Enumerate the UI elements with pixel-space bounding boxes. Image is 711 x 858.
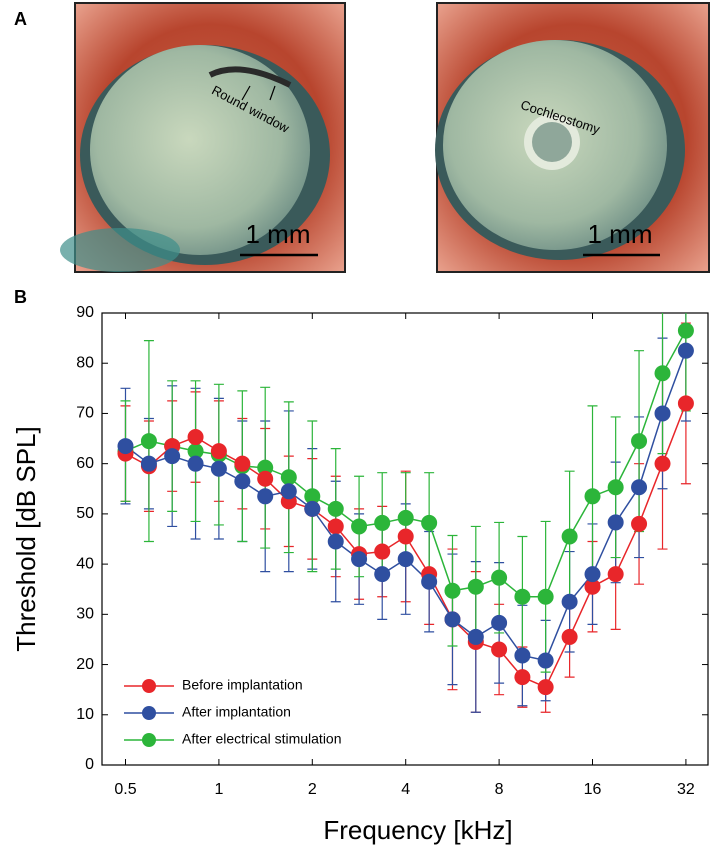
marker bbox=[140, 433, 157, 450]
scale-bar-label: 1 mm bbox=[246, 219, 311, 249]
x-tick-label: 32 bbox=[677, 781, 695, 798]
marker bbox=[397, 551, 414, 568]
y-tick-label: 60 bbox=[76, 455, 94, 472]
marker bbox=[351, 518, 368, 535]
photo: Cochleostomy 1 mm bbox=[435, 2, 710, 273]
marker bbox=[280, 483, 297, 500]
legend-label: Before implantation bbox=[182, 677, 303, 693]
x-tick-label: 1 bbox=[214, 781, 223, 798]
x-tick-label: 0.5 bbox=[114, 781, 136, 798]
legend-label: After electrical stimulation bbox=[182, 731, 342, 747]
marker bbox=[444, 611, 461, 628]
y-axis-title: Threshold [dB SPL] bbox=[11, 426, 41, 651]
marker bbox=[397, 509, 414, 526]
x-tick-label: 4 bbox=[401, 781, 410, 798]
marker bbox=[421, 573, 438, 590]
x-tick-label: 16 bbox=[584, 781, 602, 798]
marker bbox=[491, 641, 508, 658]
marker bbox=[327, 500, 344, 517]
x-tick-label: 8 bbox=[495, 781, 504, 798]
marker bbox=[117, 438, 134, 455]
marker bbox=[537, 652, 554, 669]
marker bbox=[491, 569, 508, 586]
marker bbox=[561, 628, 578, 645]
marker bbox=[421, 514, 438, 531]
marker bbox=[584, 578, 601, 595]
plot-frame bbox=[101, 312, 709, 766]
marker bbox=[514, 588, 531, 605]
legend-marker bbox=[142, 679, 156, 693]
marker bbox=[584, 488, 601, 505]
photo: Round window 1 mm bbox=[60, 2, 346, 273]
marker bbox=[327, 518, 344, 535]
marker bbox=[140, 455, 157, 472]
panel-label: B bbox=[14, 287, 27, 307]
legend-marker bbox=[142, 706, 156, 720]
panel-label: A bbox=[14, 9, 27, 29]
plot-area bbox=[117, 313, 694, 713]
marker bbox=[374, 514, 391, 531]
marker bbox=[584, 566, 601, 583]
y-tick-label: 30 bbox=[76, 606, 94, 623]
x-axis-title: Frequency [kHz] bbox=[323, 815, 512, 845]
x-tick-label: 2 bbox=[308, 781, 317, 798]
marker bbox=[304, 488, 321, 505]
marker bbox=[491, 614, 508, 631]
marker bbox=[467, 628, 484, 645]
marker bbox=[537, 588, 554, 605]
y-tick-label: 50 bbox=[76, 505, 94, 522]
y-tick-label: 80 bbox=[76, 354, 94, 371]
marker bbox=[164, 448, 181, 465]
marker bbox=[677, 322, 694, 339]
marker bbox=[374, 566, 391, 583]
marker bbox=[210, 443, 227, 460]
marker bbox=[537, 679, 554, 696]
legend-marker bbox=[142, 733, 156, 747]
marker bbox=[607, 514, 624, 531]
y-tick-label: 70 bbox=[76, 405, 94, 422]
marker bbox=[304, 500, 321, 517]
marker bbox=[257, 470, 274, 487]
marker bbox=[677, 395, 694, 412]
marker bbox=[561, 593, 578, 610]
marker bbox=[607, 479, 624, 496]
marker bbox=[234, 455, 251, 472]
marker bbox=[234, 473, 251, 490]
marker bbox=[187, 443, 204, 460]
marker bbox=[467, 578, 484, 595]
marker bbox=[514, 647, 531, 664]
marker bbox=[397, 528, 414, 545]
marker bbox=[187, 455, 204, 472]
marker bbox=[210, 460, 227, 477]
marker bbox=[677, 342, 694, 359]
marker bbox=[631, 479, 648, 496]
y-tick-label: 90 bbox=[76, 304, 94, 321]
marker bbox=[631, 433, 648, 450]
marker bbox=[607, 566, 624, 583]
marker bbox=[351, 551, 368, 568]
marker bbox=[561, 528, 578, 545]
scale-bar-label: 1 mm bbox=[588, 219, 653, 249]
marker bbox=[514, 669, 531, 686]
marker bbox=[280, 469, 297, 486]
marker bbox=[374, 543, 391, 560]
marker bbox=[187, 429, 204, 446]
marker bbox=[327, 533, 344, 550]
marker bbox=[257, 459, 274, 476]
marker bbox=[654, 455, 671, 472]
y-tick-label: 10 bbox=[76, 706, 94, 723]
marker bbox=[631, 515, 648, 532]
y-tick-label: 40 bbox=[76, 555, 94, 572]
marker bbox=[257, 488, 274, 505]
y-tick-label: 20 bbox=[76, 656, 94, 673]
marker bbox=[444, 582, 461, 599]
y-tick-label: 0 bbox=[85, 756, 94, 773]
marker bbox=[654, 405, 671, 422]
marker bbox=[654, 365, 671, 382]
legend-label: After implantation bbox=[182, 704, 291, 720]
